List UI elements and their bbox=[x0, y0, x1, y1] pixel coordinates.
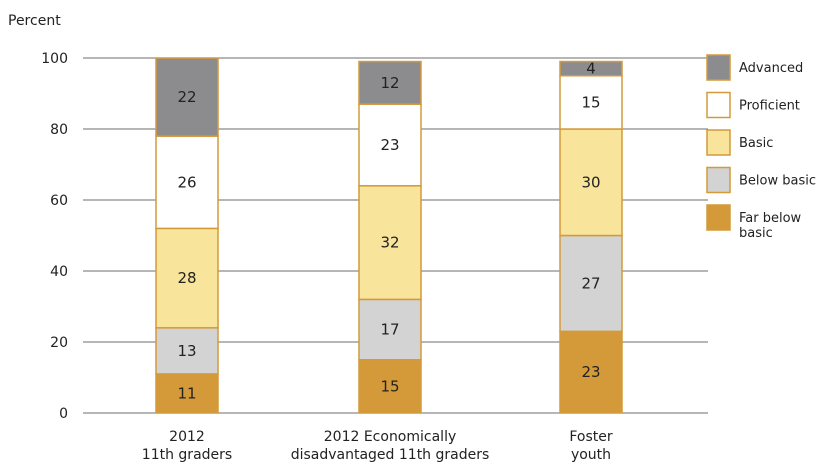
bar-segment bbox=[155, 327, 219, 375]
data-label: 22 bbox=[177, 88, 196, 106]
legend-swatch bbox=[706, 54, 731, 81]
x-axis-labels: 2012 11th graders 2012 Economically disadva… bbox=[142, 429, 613, 463]
data-label: 15 bbox=[581, 93, 600, 111]
data-label: 26 bbox=[177, 173, 196, 191]
y-tick-label: 40 bbox=[50, 264, 68, 280]
data-label: 32 bbox=[380, 234, 399, 252]
bars: 11 13 28 26 22 15 17 32 23 12 23 27 30 15 4 bbox=[155, 57, 623, 414]
data-label: 27 bbox=[581, 274, 600, 292]
bar-segment bbox=[358, 60, 422, 105]
legend-item: Proficient bbox=[706, 91, 800, 119]
data-label: 11 bbox=[177, 384, 196, 402]
legend-swatch bbox=[706, 129, 731, 156]
x-category-label: 2012 11th graders bbox=[142, 429, 232, 463]
legend-swatch bbox=[706, 91, 731, 119]
legend-label: Far below basic bbox=[739, 211, 802, 241]
data-label: 28 bbox=[177, 269, 196, 287]
y-tick-label: 60 bbox=[50, 193, 68, 209]
data-label: 15 bbox=[380, 377, 399, 395]
x-category-label: Foster youth bbox=[569, 429, 613, 463]
legend-label: Advanced bbox=[739, 61, 803, 76]
legend-item: Below basic bbox=[706, 166, 816, 194]
data-label: 30 bbox=[581, 173, 600, 191]
y-tick-label: 80 bbox=[50, 122, 68, 138]
bar-segment bbox=[358, 298, 422, 361]
y-tick-label: 20 bbox=[50, 335, 68, 351]
data-label: 13 bbox=[177, 342, 196, 360]
legend-item: Basic bbox=[706, 129, 773, 156]
legend-swatch bbox=[706, 166, 731, 194]
y-axis-title: Percent bbox=[8, 13, 61, 29]
y-tick-label: 100 bbox=[41, 51, 68, 67]
bar-segment bbox=[358, 359, 422, 414]
legend-swatch bbox=[706, 204, 731, 231]
data-label: 23 bbox=[380, 136, 399, 154]
bar-stack-3: 23 27 30 15 4 bbox=[559, 60, 623, 414]
bar-segment bbox=[358, 185, 422, 301]
x-category-label: 2012 Economically disadvantaged 11th grad… bbox=[291, 429, 490, 463]
bar-segment bbox=[559, 330, 623, 414]
y-axis-ticks: 0 20 40 60 80 100 bbox=[41, 51, 68, 422]
bar-segment bbox=[559, 128, 623, 237]
legend-label: Below basic bbox=[739, 174, 816, 189]
legend-label: Basic bbox=[739, 136, 773, 151]
data-label: 17 bbox=[380, 321, 399, 339]
legend: Advanced Proficient Basic Below basic Far be… bbox=[706, 54, 816, 241]
legend-item: Advanced bbox=[706, 54, 803, 81]
y-tick-label: 0 bbox=[59, 406, 68, 422]
bar-segment bbox=[155, 57, 219, 137]
legend-label: Proficient bbox=[739, 99, 800, 114]
data-label: 12 bbox=[380, 74, 399, 92]
bar-segment bbox=[559, 60, 623, 77]
bar-segment bbox=[155, 227, 219, 329]
legend-item: Far below basic bbox=[706, 204, 802, 241]
bar-stack-1: 11 13 28 26 22 bbox=[155, 57, 219, 414]
bar-segment bbox=[559, 75, 623, 130]
data-label: 23 bbox=[581, 363, 600, 381]
data-label: 4 bbox=[586, 60, 596, 78]
bar-stack-2: 15 17 32 23 12 bbox=[358, 60, 422, 414]
